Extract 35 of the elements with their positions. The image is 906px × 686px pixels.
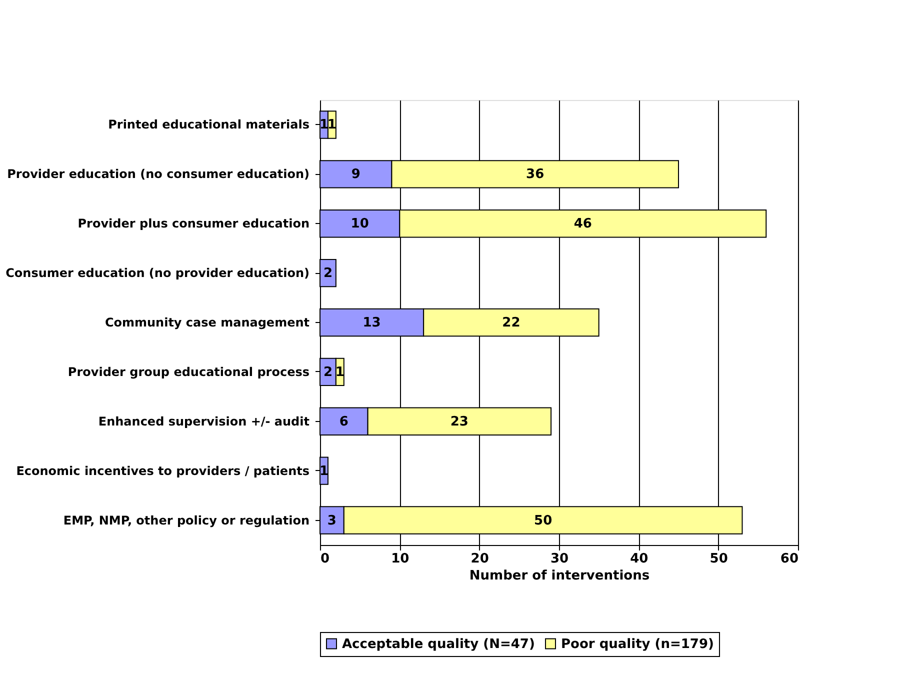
x-tick-label: 30: [550, 552, 569, 566]
data-label: 36: [526, 167, 544, 182]
x-tick-label: 20: [470, 552, 489, 566]
data-label: 1: [319, 464, 329, 479]
data-label: 2: [323, 364, 332, 380]
y-tick-label: Enhanced supervision +/- audit: [98, 414, 310, 428]
data-label: 1: [319, 118, 329, 133]
data-label: 1: [335, 364, 344, 380]
legend-label: Poor quality (n=179): [561, 636, 714, 652]
data-label: 22: [502, 316, 520, 330]
y-tick-label: EMP, NMP, other policy or regulation: [63, 513, 310, 528]
legend-label: Acceptable quality (N=47): [342, 636, 535, 652]
data-label: 3: [327, 513, 336, 528]
y-tick-label: Consumer education (no provider education): [6, 266, 310, 280]
data-label: 1: [327, 118, 336, 133]
x-axis-title: Number of interventions: [469, 568, 650, 584]
data-label: 9: [351, 167, 360, 182]
y-tick-label: Provider plus consumer education: [78, 216, 310, 231]
data-label: 50: [534, 513, 552, 528]
data-label: 2: [323, 266, 332, 282]
x-tick-label: 0: [320, 552, 330, 566]
x-tick-label: 60: [780, 552, 798, 566]
y-tick-label: Printed educational materials: [108, 118, 310, 132]
x-tick-label: 50: [710, 552, 728, 566]
x-tick-label: 10: [391, 552, 410, 566]
data-label: 23: [450, 414, 468, 430]
y-tick-label: Community case management: [104, 316, 310, 330]
data-label: 46: [574, 216, 592, 232]
x-tick-label: 40: [630, 552, 648, 566]
y-tick-label: Provider group educational process: [68, 364, 310, 379]
data-label: 10: [350, 216, 369, 232]
data-label: 6: [339, 414, 348, 430]
y-tick-label: Economic incentives to providers / patients: [16, 464, 310, 478]
data-label: 13: [362, 316, 381, 330]
y-tick-label: Provider education (no consumer education): [7, 167, 310, 182]
